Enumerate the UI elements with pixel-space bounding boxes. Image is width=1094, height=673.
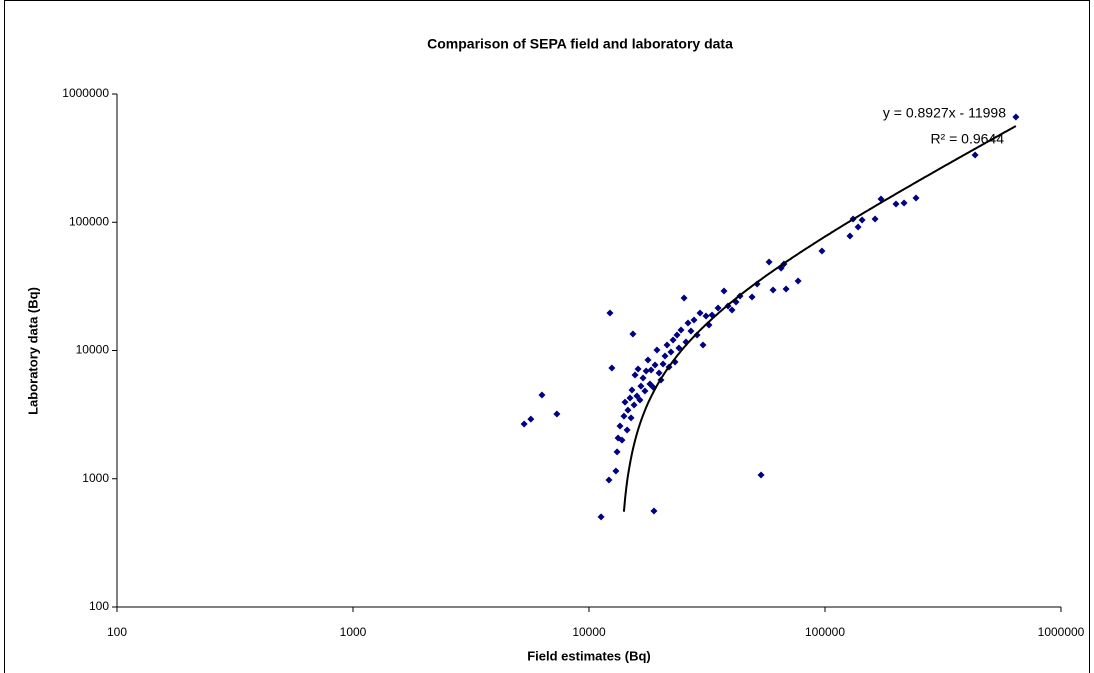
data-point <box>527 415 535 423</box>
data-point <box>858 216 866 224</box>
data-point <box>623 426 631 434</box>
data-point <box>769 286 777 294</box>
trendline-equation: y = 0.8927x - 11998 <box>883 105 1006 121</box>
data-point <box>655 369 663 377</box>
data-point <box>696 309 704 317</box>
data-point <box>520 420 528 428</box>
data-point <box>1012 113 1020 121</box>
data-point <box>669 336 677 344</box>
data-point <box>693 331 701 339</box>
data-point <box>650 507 658 515</box>
data-point <box>606 309 614 317</box>
data-point <box>702 312 710 320</box>
data-point <box>637 382 645 390</box>
data-point <box>677 326 685 334</box>
data-point <box>629 330 637 338</box>
data-point <box>651 361 659 369</box>
data-point <box>661 352 669 360</box>
data-point <box>690 316 698 324</box>
data-point <box>854 223 862 231</box>
data-point <box>616 422 624 430</box>
data-point <box>659 360 667 368</box>
x-tick-label: 100000 <box>805 625 845 639</box>
data-point <box>748 293 756 301</box>
data-point <box>634 365 642 373</box>
data-point <box>642 367 650 375</box>
data-point <box>687 327 695 335</box>
y-tick-label: 10000 <box>76 343 110 357</box>
data-point <box>699 341 707 349</box>
data-point <box>618 436 626 444</box>
y-tick-label: 100000 <box>69 214 109 228</box>
data-point <box>630 401 638 409</box>
data-point <box>636 396 644 404</box>
data-point <box>644 356 652 364</box>
y-tick-label: 1000 <box>82 471 109 485</box>
data-point <box>626 394 634 402</box>
data-point <box>612 467 620 475</box>
data-point <box>714 304 722 312</box>
data-point <box>684 319 692 327</box>
data-point <box>627 414 635 422</box>
data-point <box>553 410 561 418</box>
data-point <box>673 331 681 339</box>
data-point <box>639 374 647 382</box>
data-point <box>597 513 605 521</box>
data-point <box>608 364 616 372</box>
data-point <box>624 406 632 414</box>
x-tick-label: 100 <box>107 625 127 639</box>
data-point <box>765 258 773 266</box>
x-tick-label: 1000000 <box>1038 625 1085 639</box>
chart-title: Comparison of SEPA field and laboratory … <box>427 36 733 52</box>
trendline-r2: R² = 0.9644 <box>930 131 1004 147</box>
data-point <box>647 366 655 374</box>
data-point <box>892 200 900 208</box>
data-point <box>871 215 879 223</box>
data-point <box>641 387 649 395</box>
data-point <box>621 398 629 406</box>
data-point <box>782 285 790 293</box>
data-point <box>680 294 688 302</box>
data-point <box>794 277 802 285</box>
data-point <box>631 371 639 379</box>
data-point <box>538 391 546 399</box>
trendline <box>622 125 1017 512</box>
chart-border <box>4 0 1090 673</box>
data-point <box>663 341 671 349</box>
data-point <box>757 471 765 479</box>
data-point <box>628 386 636 394</box>
x-tick-label: 10000 <box>572 625 606 639</box>
y-tick-label: 1000000 <box>62 86 109 100</box>
data-point <box>667 348 675 356</box>
data-point <box>818 247 826 255</box>
data-point <box>613 448 621 456</box>
data-point <box>971 151 979 159</box>
x-tick-label: 1000 <box>340 625 367 639</box>
data-point <box>620 412 628 420</box>
data-point <box>605 476 613 484</box>
x-axis-label: Field estimates (Bq) <box>527 648 651 663</box>
data-point <box>728 306 736 314</box>
data-point <box>653 346 661 354</box>
data-point <box>720 287 728 295</box>
data-point <box>846 232 854 240</box>
data-point <box>633 392 641 400</box>
data-point <box>912 194 920 202</box>
data-point <box>900 199 908 207</box>
y-tick-label: 100 <box>89 599 109 613</box>
y-axis-label: Laboratory data (Bq) <box>25 287 40 415</box>
